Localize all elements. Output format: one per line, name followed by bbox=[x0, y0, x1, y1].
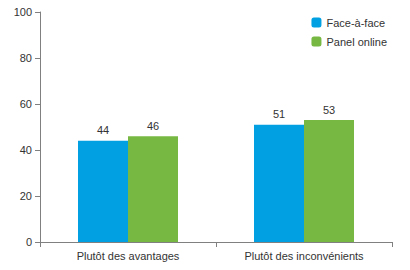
svg-text:60: 60 bbox=[20, 98, 32, 110]
svg-text:51: 51 bbox=[273, 108, 285, 120]
svg-text:Plutôt des inconvénients: Plutôt des inconvénients bbox=[244, 250, 364, 262]
svg-text:Plutôt des avantages: Plutôt des avantages bbox=[77, 250, 180, 262]
svg-text:53: 53 bbox=[323, 104, 335, 116]
svg-text:Face-à-face: Face-à-face bbox=[326, 17, 385, 29]
svg-text:44: 44 bbox=[97, 124, 109, 136]
svg-text:80: 80 bbox=[20, 52, 32, 64]
svg-text:0: 0 bbox=[26, 236, 32, 248]
svg-text:40: 40 bbox=[20, 144, 32, 156]
svg-text:46: 46 bbox=[147, 120, 159, 132]
svg-text:20: 20 bbox=[20, 190, 32, 202]
svg-text:Panel online: Panel online bbox=[326, 36, 387, 48]
svg-text:100: 100 bbox=[14, 6, 32, 18]
